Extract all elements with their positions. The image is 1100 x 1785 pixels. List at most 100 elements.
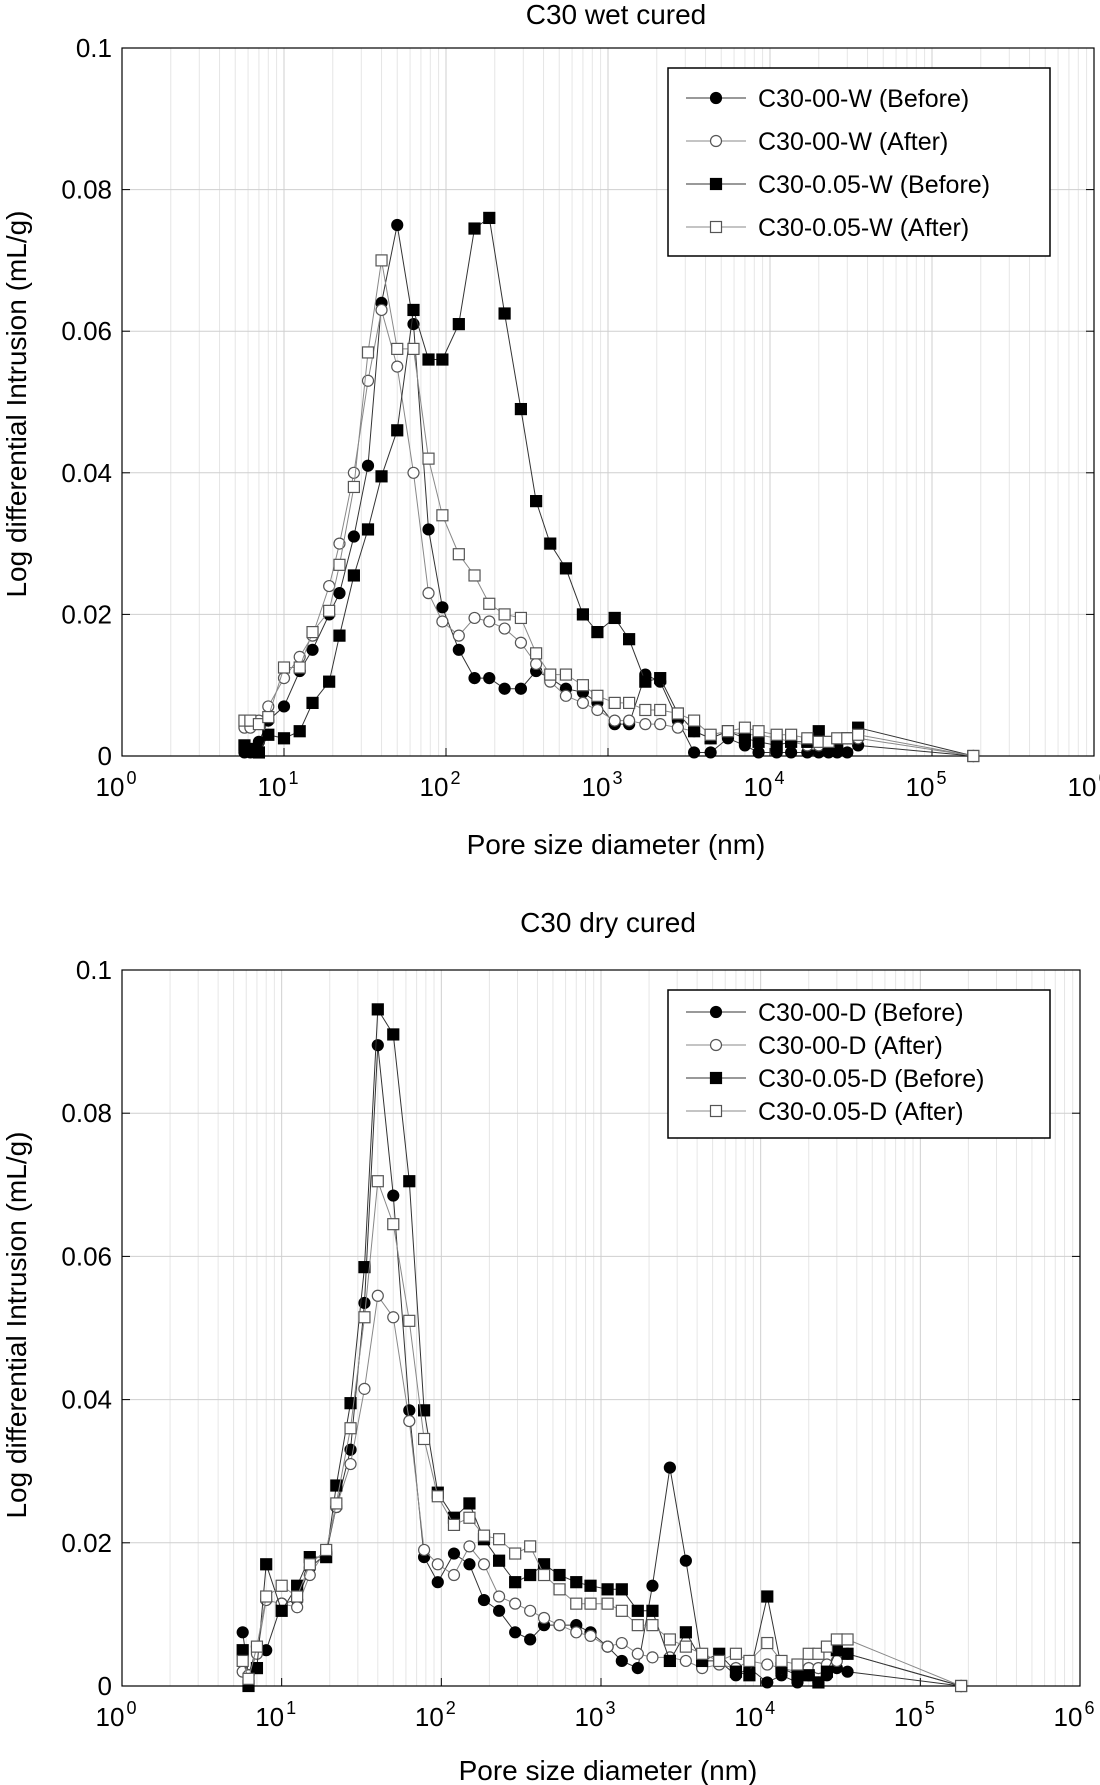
data-point [452, 548, 465, 561]
y-tick-label: 0 [98, 1671, 112, 1701]
data-point [375, 470, 388, 483]
data-point [492, 1554, 506, 1567]
data-point [524, 1540, 537, 1553]
data-point [468, 611, 481, 625]
data-point [436, 615, 449, 628]
legend-label: C30-0.05-W (After) [758, 214, 969, 242]
chart-dry-cured: C30 dry cured Pore size diameter (nm) Lo… [1, 907, 1094, 1785]
data-point [422, 452, 435, 465]
y-tick-label: 0 [98, 741, 112, 771]
data-point [841, 732, 854, 745]
data-point [358, 1382, 371, 1395]
data-point [236, 1654, 249, 1668]
data-point [524, 1604, 537, 1617]
y-tick-label: 0.06 [61, 1241, 112, 1271]
data-point [452, 643, 465, 656]
y-tick-label: 0.04 [61, 458, 112, 488]
data-point [422, 353, 435, 366]
data-point [820, 1640, 834, 1653]
data-point [544, 537, 557, 550]
data-point [841, 1633, 854, 1646]
legend-label: C30-00-W (Before) [758, 85, 969, 113]
legend: C30-00-D (Before) C30-00-D (After) C30-0.0… [667, 989, 1051, 1139]
data-point [631, 1661, 644, 1675]
data-point [530, 647, 543, 660]
data-point [514, 402, 528, 416]
data-point [654, 718, 667, 731]
data-point [492, 1604, 506, 1617]
y-tick-label: 0.08 [61, 1098, 112, 1128]
data-point [463, 1558, 476, 1571]
data-point [291, 1601, 304, 1614]
data-point [654, 703, 667, 717]
data-point [584, 1597, 597, 1610]
data-point [277, 700, 291, 713]
data-point [761, 1590, 774, 1603]
data-point [559, 668, 573, 681]
chart-wet-cured: C30 wet cured Pore size diameter (nm) Lo… [1, 0, 1100, 860]
data-point [791, 1658, 804, 1671]
data-point [559, 562, 573, 575]
y-tick-label: 0.06 [61, 316, 112, 346]
data-point [347, 569, 360, 582]
legend-box [667, 989, 1051, 1139]
data-point [841, 1665, 854, 1678]
x-tick-label: 10 0 [96, 768, 137, 802]
legend-marker [709, 134, 723, 148]
data-point [422, 587, 435, 600]
data-point [431, 1558, 444, 1571]
data-point [477, 1529, 491, 1542]
data-point [347, 480, 360, 494]
y-tick-label: 0.1 [76, 955, 112, 985]
data-point [358, 1311, 371, 1324]
data-point [743, 1669, 756, 1682]
data-point [615, 1654, 628, 1668]
data-point [631, 1647, 644, 1660]
legend-marker [709, 1104, 723, 1118]
x-axis-label: Pore size diameter (nm) [467, 829, 766, 860]
data-point [431, 1576, 444, 1589]
data-point [687, 725, 701, 738]
data-point [601, 1640, 614, 1653]
data-point [785, 728, 798, 741]
data-point [387, 1218, 400, 1231]
data-point [391, 342, 404, 355]
y-ticks: 0 0.02 0.04 0.06 0.08 0.1 [61, 33, 1094, 771]
data-point [591, 689, 604, 702]
data-point [615, 1604, 628, 1617]
data-point [687, 714, 701, 727]
data-point [358, 1261, 371, 1274]
y-tick-label: 0.1 [76, 33, 112, 63]
data-point [303, 1558, 316, 1571]
data-point [371, 1289, 384, 1302]
data-point [713, 1654, 726, 1668]
data-point [812, 1647, 825, 1660]
data-point [830, 1654, 843, 1668]
data-point [361, 459, 375, 472]
data-point [671, 721, 684, 734]
data-point [704, 746, 717, 759]
data-point [631, 1604, 644, 1617]
legend-marker [709, 1038, 723, 1052]
data-point [375, 303, 388, 317]
data-point [679, 1640, 692, 1653]
data-point [347, 466, 360, 479]
legend-label: C30-00-W (After) [758, 128, 948, 156]
data-point [333, 537, 346, 550]
series-3 [236, 1175, 968, 1693]
data-point [654, 672, 667, 685]
data-point [260, 1590, 273, 1603]
data-point [407, 303, 420, 317]
data-point [576, 679, 590, 692]
data-point [260, 1558, 273, 1571]
data-point [663, 1654, 676, 1668]
legend-label: C30-00-D (After) [758, 1032, 943, 1060]
data-point [236, 1626, 249, 1639]
data-point [601, 1597, 614, 1610]
y-tick-label: 0.04 [61, 1385, 112, 1415]
data-point [530, 495, 543, 508]
data-point [468, 222, 481, 235]
data-point [277, 661, 291, 674]
data-point [967, 749, 980, 763]
